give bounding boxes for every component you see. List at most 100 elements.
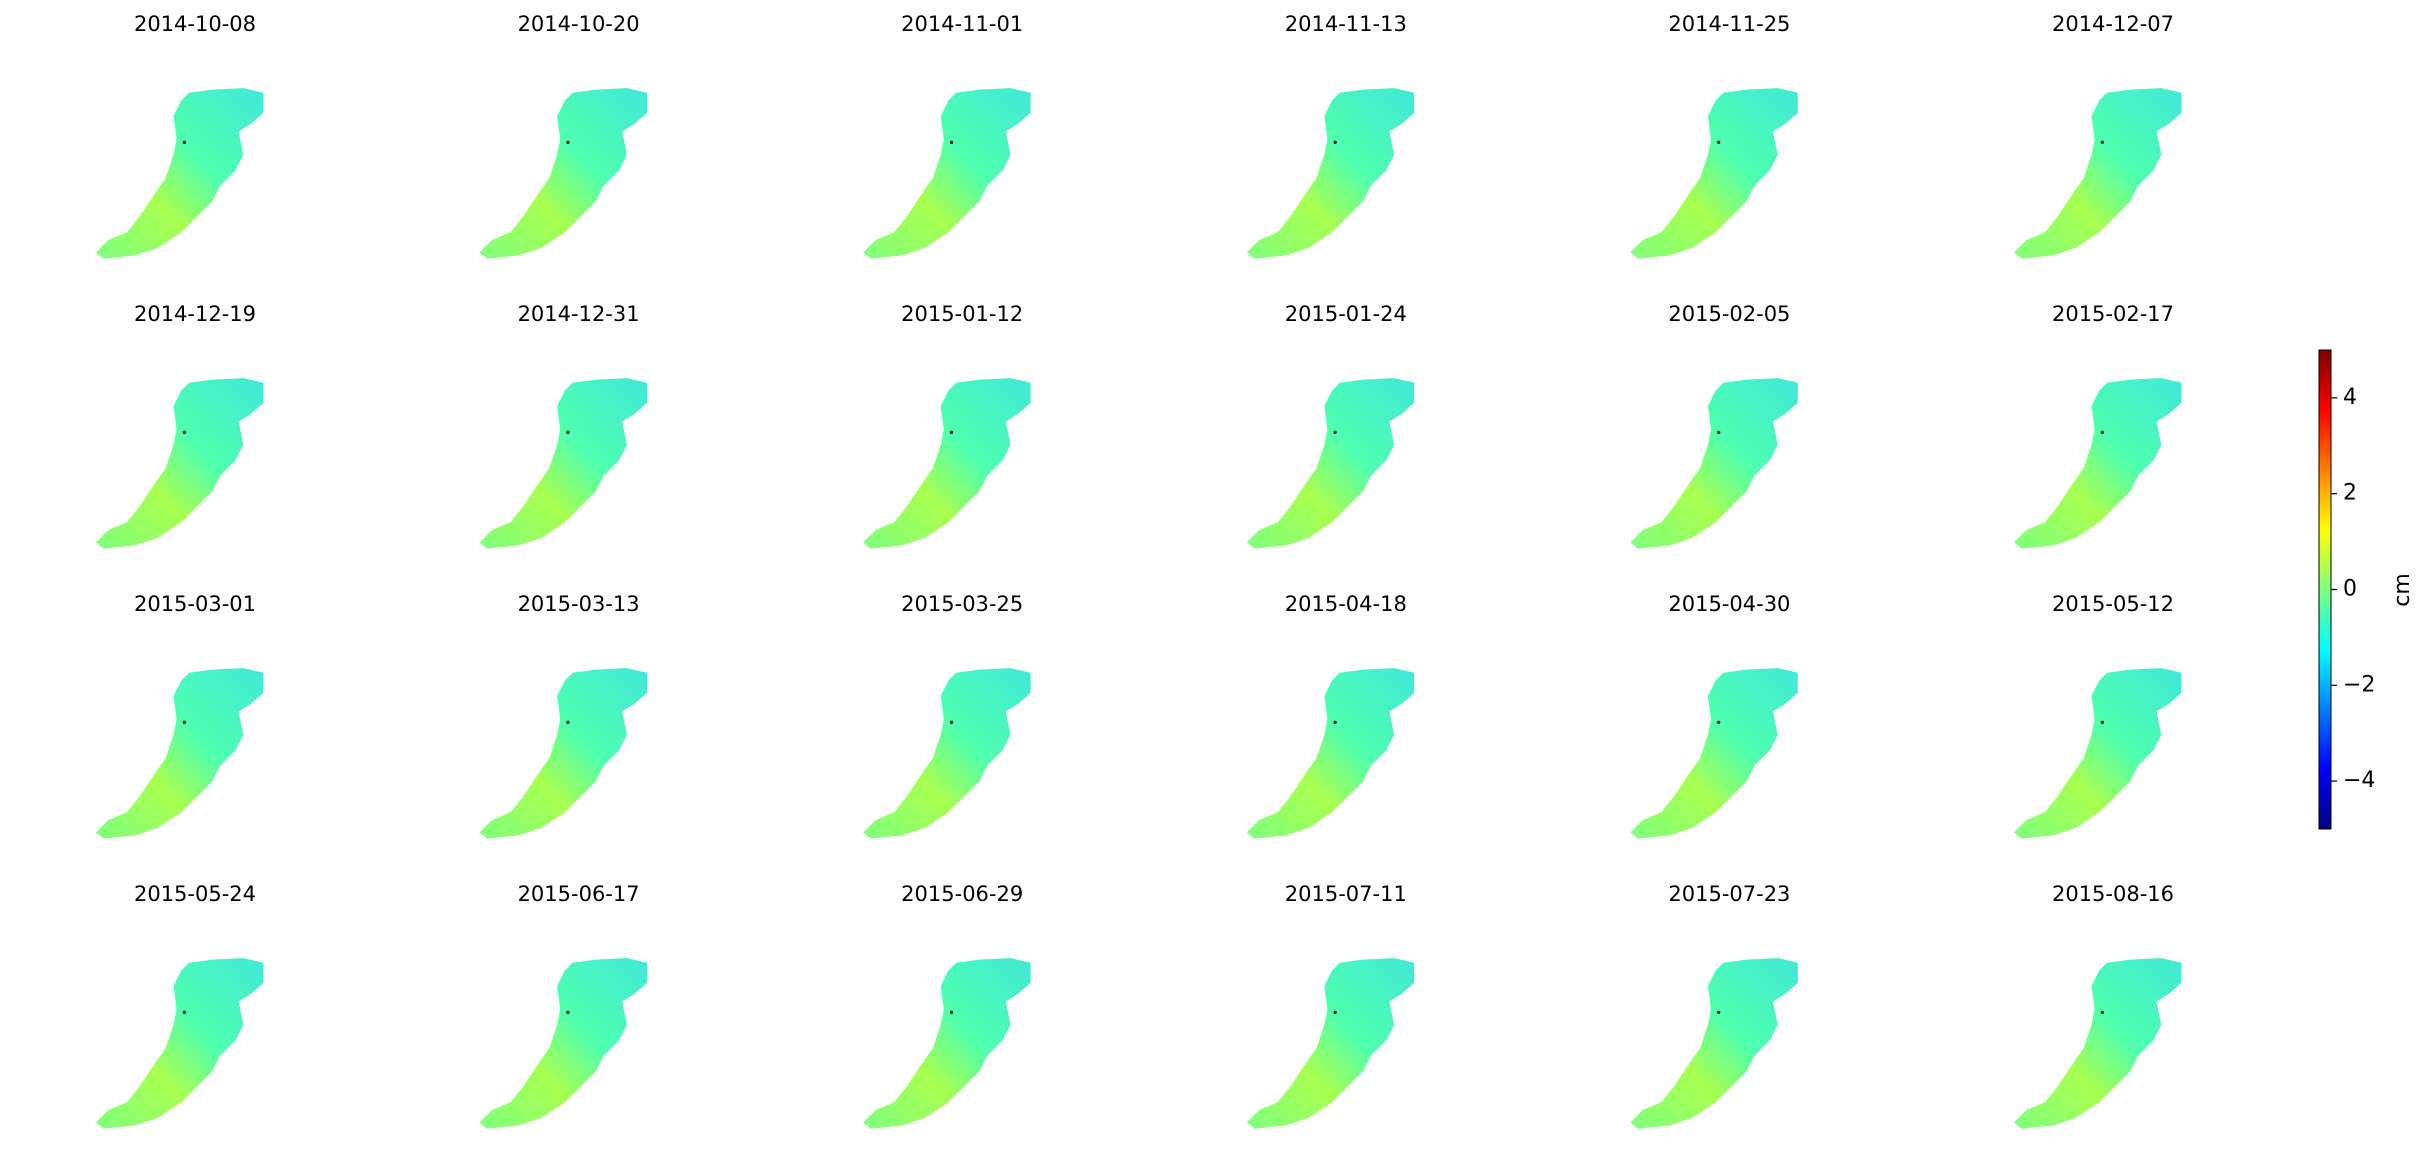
map-area — [96, 378, 264, 549]
map-area — [1630, 378, 1798, 549]
panel-title: 2015-03-01 — [134, 592, 256, 616]
map-area — [479, 88, 647, 259]
panel-title: 2015-03-13 — [518, 592, 640, 616]
map-area — [863, 88, 1031, 259]
panel-title: 2014-11-13 — [1285, 12, 1407, 36]
map-panel — [96, 88, 264, 259]
map-panel — [479, 958, 647, 1129]
reference-point — [2100, 720, 2104, 724]
panel-title: 2015-05-12 — [2052, 592, 2174, 616]
map-area — [2014, 378, 2182, 549]
map-area — [479, 958, 647, 1129]
reference-point — [2100, 430, 2104, 434]
map-panel — [863, 378, 1031, 549]
map-area — [1630, 958, 1798, 1129]
panel-title: 2015-04-18 — [1285, 592, 1407, 616]
map-panel — [863, 88, 1031, 259]
map-panel — [863, 668, 1031, 839]
reference-point — [1717, 140, 1721, 144]
panel-title: 2014-10-20 — [518, 12, 640, 36]
map-panel — [1246, 668, 1415, 839]
panel-title: 2014-11-25 — [1668, 12, 1790, 36]
map-panel — [1246, 88, 1415, 259]
map-area — [479, 378, 647, 549]
reference-point — [2100, 1010, 2104, 1014]
reference-point — [2100, 140, 2104, 144]
reference-point — [950, 1010, 954, 1014]
panel-title: 2015-06-17 — [518, 882, 640, 906]
map-panel — [1630, 958, 1798, 1129]
map-panel — [96, 378, 264, 549]
reference-point — [1333, 1010, 1337, 1014]
panel-title: 2014-12-31 — [518, 302, 640, 326]
map-area — [1630, 88, 1798, 259]
reference-point — [1717, 1010, 1721, 1014]
reference-point — [182, 140, 186, 144]
map-area — [1246, 668, 1415, 839]
map-area — [1246, 958, 1415, 1129]
reference-point — [566, 720, 570, 724]
map-area — [1246, 378, 1415, 549]
reference-point — [950, 720, 954, 724]
map-panel — [1630, 378, 1798, 549]
map-area — [2014, 668, 2182, 839]
panel-title: 2014-12-19 — [134, 302, 256, 326]
colorbar-tick-label: 2 — [2343, 481, 2357, 506]
map-area — [96, 668, 264, 839]
colorbar-tick-label: 4 — [2343, 385, 2357, 410]
colorbar-label: cm — [2390, 573, 2415, 607]
panel-title: 2015-06-29 — [901, 882, 1023, 906]
reference-point — [566, 1010, 570, 1014]
map-panel — [479, 668, 647, 839]
map-panel — [2014, 668, 2182, 839]
panel-title: 2015-07-11 — [1285, 882, 1407, 906]
colorbar-tick-label: −4 — [2343, 768, 2375, 793]
map-panel — [1246, 378, 1415, 549]
map-panel — [96, 958, 264, 1129]
map-panel — [863, 958, 1031, 1129]
map-panel — [2014, 88, 2182, 259]
colorbar-tick-label: −2 — [2343, 672, 2375, 697]
map-area — [863, 958, 1031, 1129]
reference-point — [1333, 720, 1337, 724]
panel-title: 2015-07-23 — [1668, 882, 1790, 906]
panel-title: 2015-03-25 — [901, 592, 1023, 616]
map-area — [96, 88, 264, 259]
reference-point — [950, 430, 954, 434]
reference-point — [950, 140, 954, 144]
map-area — [96, 958, 264, 1129]
reference-point — [1717, 720, 1721, 724]
panel-title: 2014-11-01 — [901, 12, 1023, 36]
reference-point — [566, 140, 570, 144]
map-area — [1630, 668, 1798, 839]
map-panel — [96, 668, 264, 839]
map-panel — [1246, 958, 1415, 1129]
panel-title: 2014-12-07 — [2052, 12, 2174, 36]
colorbar — [2318, 349, 2332, 830]
map-area — [863, 378, 1031, 549]
reference-point — [566, 430, 570, 434]
panel-title: 2015-08-16 — [2052, 882, 2174, 906]
map-area — [1246, 88, 1415, 259]
colorbar-tick-label: 0 — [2343, 577, 2357, 602]
panel-title: 2015-02-17 — [2052, 302, 2174, 326]
panel-title: 2015-01-12 — [901, 302, 1023, 326]
map-panel — [1630, 88, 1798, 259]
map-area — [479, 668, 647, 839]
reference-point — [1333, 140, 1337, 144]
map-panel — [2014, 958, 2182, 1129]
reference-point — [182, 430, 186, 434]
panel-title: 2015-05-24 — [134, 882, 256, 906]
reference-point — [1333, 430, 1337, 434]
panel-title: 2015-04-30 — [1668, 592, 1790, 616]
panel-title: 2015-02-05 — [1668, 302, 1790, 326]
map-panel — [479, 378, 647, 549]
map-panel — [2014, 378, 2182, 549]
map-area — [863, 668, 1031, 839]
reference-point — [1717, 430, 1721, 434]
map-panel — [479, 88, 647, 259]
panel-title: 2014-10-08 — [134, 12, 256, 36]
map-panel — [1630, 668, 1798, 839]
